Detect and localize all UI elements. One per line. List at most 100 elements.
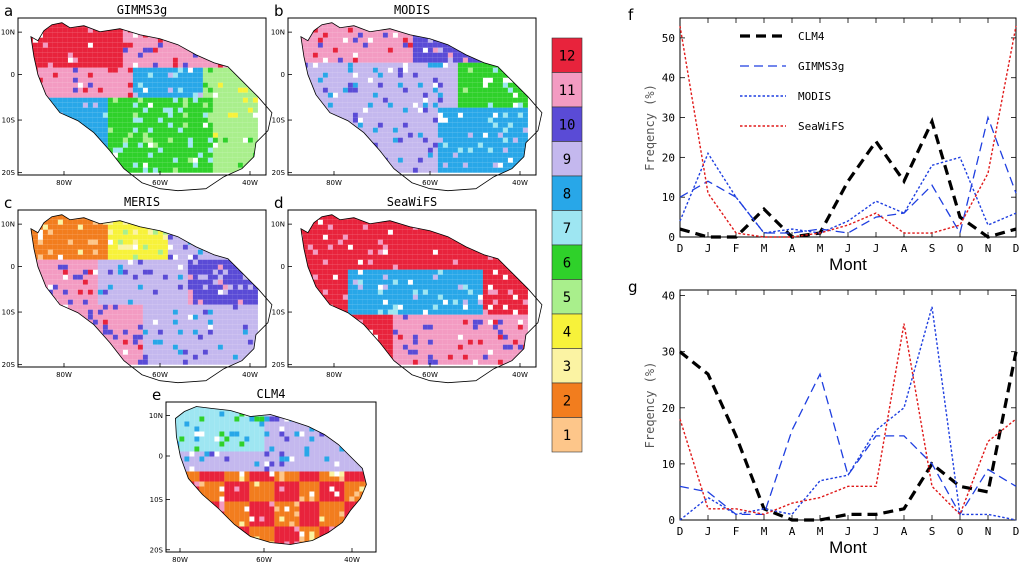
map-cell bbox=[177, 147, 183, 153]
map-cell bbox=[382, 259, 388, 265]
map-cell bbox=[227, 87, 233, 93]
map-cell bbox=[417, 254, 423, 260]
map-cell bbox=[322, 229, 328, 235]
map-cell bbox=[412, 42, 418, 48]
map-cell bbox=[397, 239, 403, 245]
map-cell bbox=[97, 42, 103, 48]
map-cell bbox=[302, 52, 308, 58]
map-cell bbox=[192, 314, 198, 320]
map-cell bbox=[122, 299, 128, 305]
map-cell bbox=[212, 162, 218, 168]
map-cell bbox=[432, 97, 438, 103]
map-cell bbox=[517, 97, 523, 103]
map-cell bbox=[222, 309, 228, 315]
map-cell bbox=[192, 359, 198, 365]
map-cell bbox=[487, 167, 493, 173]
map-cell bbox=[237, 132, 243, 138]
map-cell bbox=[367, 239, 373, 245]
map-cell bbox=[477, 162, 483, 168]
map-cell bbox=[57, 92, 63, 98]
map-cell bbox=[497, 117, 503, 123]
map-cell bbox=[187, 289, 193, 295]
map-cell bbox=[117, 289, 123, 295]
map-cell bbox=[342, 92, 348, 98]
map-cell bbox=[122, 329, 128, 335]
map-cell bbox=[387, 284, 393, 290]
map-cell bbox=[112, 264, 118, 270]
map-cell bbox=[187, 127, 193, 133]
map-cell bbox=[367, 117, 373, 123]
map-cell bbox=[162, 107, 168, 113]
map-cell bbox=[422, 67, 428, 73]
map-cell bbox=[122, 142, 128, 148]
map-cell bbox=[207, 137, 213, 143]
map-cell bbox=[192, 349, 198, 355]
map-cell bbox=[152, 42, 158, 48]
map-cell bbox=[67, 219, 73, 225]
map-cell bbox=[397, 127, 403, 133]
map-cell bbox=[202, 304, 208, 310]
map-cell bbox=[342, 274, 348, 280]
map-cell bbox=[167, 349, 173, 355]
map-cell bbox=[107, 299, 113, 305]
map-cell bbox=[202, 329, 208, 335]
map-cell bbox=[107, 47, 113, 53]
map-cell bbox=[237, 309, 243, 315]
map-cell bbox=[437, 127, 443, 133]
map-cell bbox=[227, 289, 233, 295]
map-cell bbox=[387, 77, 393, 83]
map-cell bbox=[177, 82, 183, 88]
map-cell bbox=[222, 349, 228, 355]
map-cell bbox=[42, 224, 48, 230]
map-cell bbox=[117, 107, 123, 113]
map-cell bbox=[142, 72, 148, 78]
map-cell bbox=[162, 259, 168, 265]
map-cell bbox=[382, 294, 388, 300]
map-cell bbox=[132, 127, 138, 133]
map-cell bbox=[247, 112, 253, 118]
map-cell bbox=[97, 92, 103, 98]
map-cell bbox=[222, 147, 228, 153]
map-cell bbox=[482, 167, 488, 173]
map-cell bbox=[337, 249, 343, 255]
map-cell bbox=[357, 224, 363, 230]
map-cell bbox=[507, 112, 513, 118]
map-cell bbox=[197, 122, 203, 128]
map-cell bbox=[177, 162, 183, 168]
map-cell bbox=[112, 137, 118, 143]
map-cell bbox=[42, 57, 48, 63]
map-cell bbox=[472, 254, 478, 260]
map-cell bbox=[72, 254, 78, 260]
map-cell bbox=[387, 279, 393, 285]
map-cell bbox=[512, 289, 518, 295]
map-cell bbox=[342, 77, 348, 83]
map-cell bbox=[62, 107, 68, 113]
map-cell bbox=[402, 224, 408, 230]
map-cell bbox=[352, 42, 358, 48]
map-cell bbox=[142, 314, 148, 320]
map-cell bbox=[92, 57, 98, 63]
map-cell bbox=[327, 289, 333, 295]
map-cell bbox=[97, 319, 103, 325]
map-cell bbox=[162, 299, 168, 305]
map-cell bbox=[172, 132, 178, 138]
map-cell bbox=[402, 112, 408, 118]
map-cell bbox=[472, 62, 478, 68]
map-cell bbox=[412, 147, 418, 153]
map-cell bbox=[487, 72, 493, 78]
map-cell bbox=[127, 349, 133, 355]
map-cell bbox=[72, 289, 78, 295]
map-cell bbox=[367, 42, 373, 48]
map-cell bbox=[412, 264, 418, 270]
map-cell bbox=[192, 324, 198, 330]
map-cell bbox=[327, 244, 333, 250]
map-cell bbox=[342, 32, 348, 38]
map-cell bbox=[197, 92, 203, 98]
map-cell bbox=[452, 157, 458, 163]
map-cell bbox=[137, 67, 143, 73]
map-cell bbox=[352, 299, 358, 305]
map-cell bbox=[202, 117, 208, 123]
map-cell bbox=[107, 42, 113, 48]
map-cell bbox=[112, 62, 118, 68]
map-cell bbox=[217, 314, 223, 320]
